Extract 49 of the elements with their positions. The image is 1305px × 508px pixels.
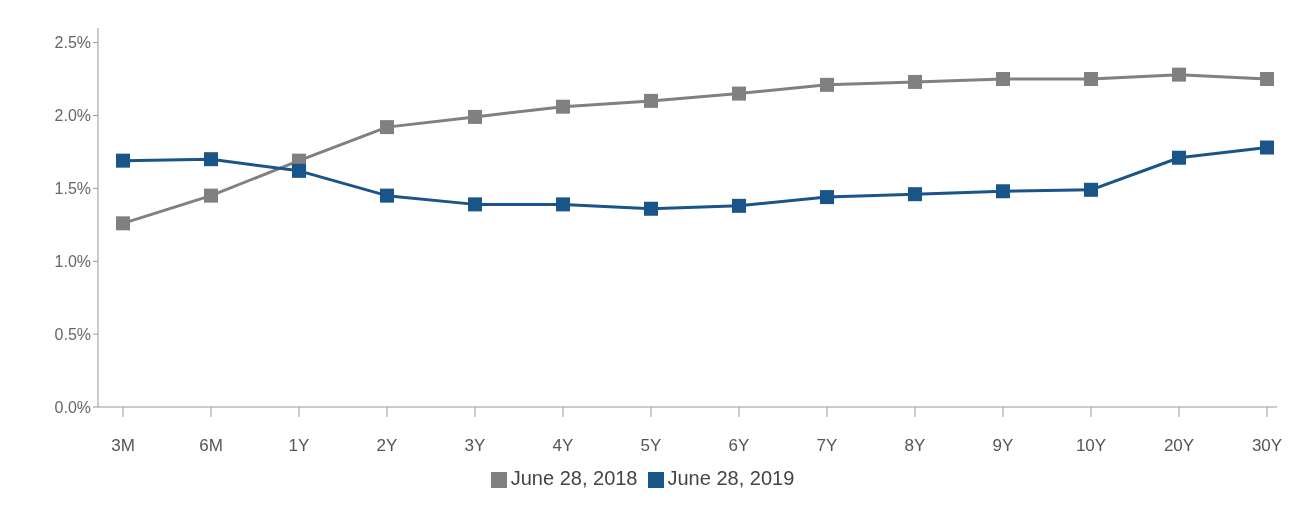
x-tick-label: 1Y — [288, 436, 310, 456]
point — [556, 197, 570, 212]
point — [1172, 150, 1186, 165]
x-tick-label: 3Y — [464, 436, 486, 456]
point — [556, 99, 570, 114]
x-tick-label: 8Y — [904, 436, 926, 456]
point — [908, 74, 922, 89]
point — [468, 109, 482, 124]
point — [204, 188, 218, 203]
point — [116, 153, 130, 168]
point — [732, 198, 746, 213]
point — [996, 72, 1010, 87]
y-tick-label: 2.5% — [54, 34, 91, 52]
point — [116, 216, 130, 231]
point — [644, 201, 658, 216]
point — [732, 86, 746, 101]
point — [820, 77, 834, 92]
legend-label: June 28, 2018 — [510, 467, 638, 489]
x-tick-label: 5Y — [640, 436, 662, 456]
x-tick-label: 6Y — [728, 436, 750, 456]
x-tick-label: 3M — [111, 436, 135, 456]
x-tick-label: 4Y — [552, 436, 574, 456]
point — [380, 120, 394, 135]
y-tick-label: 2.0% — [54, 107, 91, 125]
y-tick-label: 0.0% — [54, 398, 91, 416]
y-tick-label: 1.5% — [54, 180, 91, 198]
y-tick-label: 1.0% — [54, 252, 91, 270]
legend-label: June 28, 2019 — [667, 467, 795, 489]
point — [820, 190, 834, 205]
point — [292, 163, 306, 178]
x-tick-label: 6M — [199, 436, 223, 456]
x-tick-label: 10Y — [1075, 436, 1107, 456]
x-tick-label: 9Y — [992, 436, 1014, 456]
point — [1084, 182, 1098, 197]
point — [468, 197, 482, 212]
point — [1260, 72, 1274, 87]
point — [644, 93, 658, 108]
point — [996, 184, 1010, 199]
point — [1084, 72, 1098, 87]
x-tick-label: 30Y — [1251, 436, 1283, 456]
point — [1260, 140, 1274, 155]
x-tick-label: 20Y — [1163, 436, 1195, 456]
x-tick-label: 2Y — [376, 436, 398, 456]
y-tick-label: 0.5% — [54, 325, 91, 343]
point — [204, 152, 218, 167]
point — [908, 187, 922, 202]
point — [380, 188, 394, 203]
x-tick-label: 7Y — [816, 436, 838, 456]
point — [1172, 67, 1186, 82]
